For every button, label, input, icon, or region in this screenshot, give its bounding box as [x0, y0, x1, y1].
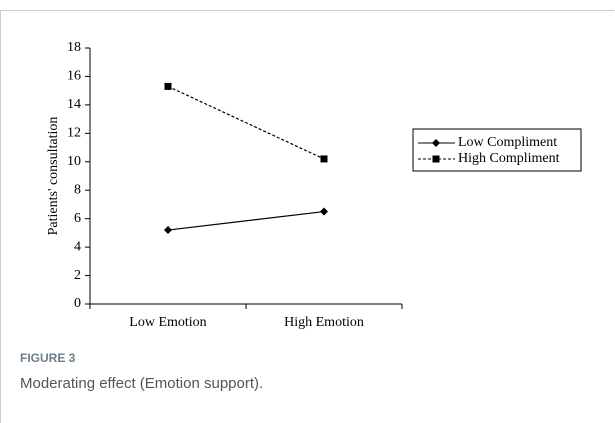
data-point [320, 207, 328, 216]
series-line [167, 210, 325, 231]
legend-marker [432, 139, 440, 147]
y-tick-label: 8 [74, 182, 81, 197]
x-tick-label: High Emotion [284, 315, 364, 330]
data-point [320, 155, 328, 163]
series-line [167, 85, 325, 160]
y-axis-label: Patients' consultation [46, 117, 61, 236]
figure-frame [0, 10, 615, 423]
figure-label: FIGURE 3 [20, 351, 76, 365]
y-tick-label: 18 [67, 40, 81, 55]
y-tick-label: 16 [67, 69, 81, 84]
legend-marker [432, 155, 440, 163]
legend-label: High Compliment [458, 151, 560, 166]
legend-label: Low Compliment [458, 135, 557, 150]
y-tick-label: 0 [74, 296, 81, 311]
data-point [164, 226, 172, 235]
y-tick-label: 4 [74, 239, 81, 254]
x-tick-label: Low Emotion [129, 315, 206, 330]
figure-caption: Moderating effect (Emotion support). [20, 375, 263, 392]
y-tick-label: 6 [74, 211, 81, 226]
y-tick-label: 2 [74, 268, 81, 283]
legend-box [412, 128, 582, 172]
y-tick-label: 10 [67, 154, 81, 169]
y-tick-label: 14 [67, 97, 81, 112]
data-point [164, 82, 172, 90]
y-tick-label: 12 [67, 126, 81, 141]
